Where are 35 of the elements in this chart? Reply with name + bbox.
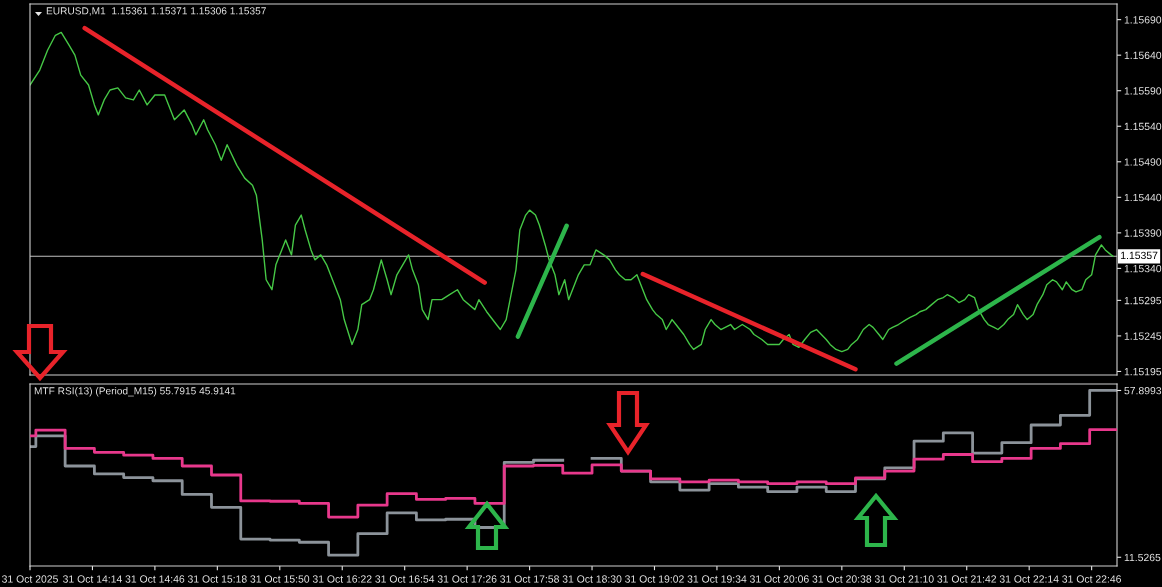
chart-title: MTF RSI(13) (Period_M15) 55.7915 45.9141 (34, 387, 236, 397)
y-tick-label: 1.15540 (1124, 122, 1162, 131)
x-tick-label: 31 Oct 17:58 (500, 575, 559, 583)
y-tick-label: 57.8993 (1124, 386, 1162, 395)
x-tick-label: 31 Oct 20:06 (749, 575, 809, 583)
ref-line-label: 1.15357 (1121, 251, 1158, 260)
y-tick-label: 1.15245 (1124, 332, 1162, 340)
x-tick-label: 31 Oct 15:50 (250, 575, 310, 583)
line-series (30, 31, 1114, 353)
x-tick-label: 31 Oct 16:22 (312, 575, 372, 583)
x-tick-label: 31 Oct 22:14 (999, 575, 1059, 583)
x-tick-label: 31 Oct 19:02 (625, 575, 684, 583)
x-tick-label: 31 Oct 19:34 (687, 575, 747, 583)
y-tick-label: 1.15640 (1124, 51, 1162, 60)
y-tick-label: 1.15295 (1124, 296, 1162, 305)
x-tick-label: 31 Oct 2025 (2, 575, 58, 583)
x-tick-label: 31 Oct 20:38 (812, 575, 872, 583)
y-tick-label: 1.15195 (1124, 367, 1162, 376)
x-tick-label: 31 Oct 21:42 (937, 575, 997, 583)
y-tick-label: 11.5265 (1124, 553, 1161, 562)
y-tick-label: 1.15690 (1124, 16, 1162, 24)
x-tick-label: 31 Oct 22:46 (1062, 575, 1121, 583)
x-tick-label: 31 Oct 15:18 (187, 575, 247, 583)
y-tick-label: 1.15390 (1124, 229, 1162, 237)
x-tick-label: 31 Oct 14:46 (125, 575, 185, 583)
x-tick-label: 31 Oct 18:30 (562, 575, 622, 583)
x-tick-label: 31 Oct 21:10 (874, 575, 934, 583)
x-tick-label: 31 Oct 16:54 (375, 575, 435, 583)
x-tick-label: 31 Oct 14:14 (63, 575, 122, 583)
chart-title: EURUSD,M1 1.15361 1.15371 1.15306 1.15357 (46, 7, 266, 16)
y-tick-label: 1.15490 (1124, 158, 1162, 166)
x-tick-label: 31 Oct 17:26 (437, 575, 497, 583)
y-tick-label: 1.15440 (1124, 193, 1162, 202)
y-tick-label: 1.15590 (1124, 87, 1162, 95)
y-tick-label: 1.15340 (1124, 264, 1162, 273)
